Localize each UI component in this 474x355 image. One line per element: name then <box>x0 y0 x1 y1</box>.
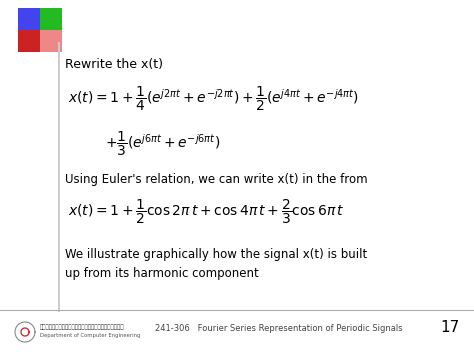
Bar <box>18 8 40 30</box>
Text: Using Euler's relation, we can write x(t) in the from: Using Euler's relation, we can write x(t… <box>65 173 368 186</box>
Text: 17: 17 <box>441 320 460 335</box>
Bar <box>40 30 62 52</box>
Text: Department of Computer Engineering: Department of Computer Engineering <box>40 333 140 338</box>
Text: We illustrate graphically how the signal x(t) is built
up from its harmonic comp: We illustrate graphically how the signal… <box>65 248 367 280</box>
Text: $x(t)=1+\dfrac{1}{2}\cos 2\pi\, t+\cos 4\pi\, t+\dfrac{2}{3}\cos 6\pi\, t$: $x(t)=1+\dfrac{1}{2}\cos 2\pi\, t+\cos 4… <box>68 198 345 226</box>
Bar <box>58 42 61 312</box>
Bar <box>18 30 40 52</box>
Bar <box>40 8 62 30</box>
Text: $+\dfrac{1}{3}(e^{j6\pi t}+e^{-j6\pi t})$: $+\dfrac{1}{3}(e^{j6\pi t}+e^{-j6\pi t})… <box>105 130 220 158</box>
Text: ภาควิชาวิศวกรรมคอมพิวเตอร์: ภาควิชาวิศวกรรมคอมพิวเตอร์ <box>40 324 125 329</box>
Text: 241-306   Fourier Series Representation of Periodic Signals: 241-306 Fourier Series Representation of… <box>155 324 402 333</box>
Text: $x(t)=1+\dfrac{1}{4}(e^{j2\pi t}+e^{-j2\pi t})+\dfrac{1}{2}(e^{j4\pi t}+e^{-j4\p: $x(t)=1+\dfrac{1}{4}(e^{j2\pi t}+e^{-j2\… <box>68 85 359 113</box>
Text: Rewrite the x(t): Rewrite the x(t) <box>65 58 163 71</box>
